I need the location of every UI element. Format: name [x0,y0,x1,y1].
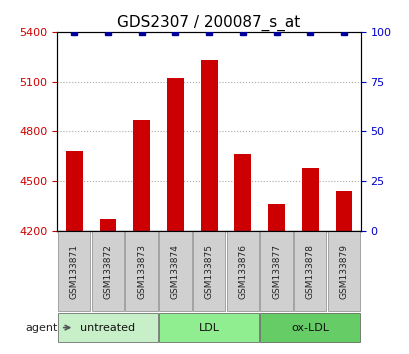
FancyBboxPatch shape [293,231,326,311]
Bar [200,60,217,230]
FancyBboxPatch shape [260,231,292,311]
Text: GSM133876: GSM133876 [238,244,247,299]
Title: GDS2307 / 200087_s_at: GDS2307 / 200087_s_at [117,14,300,30]
FancyBboxPatch shape [260,313,359,342]
FancyBboxPatch shape [327,231,359,311]
Bar [335,191,351,230]
Text: GSM133872: GSM133872 [103,244,112,298]
FancyBboxPatch shape [193,231,225,311]
Text: GSM133877: GSM133877 [271,244,280,299]
Bar [66,151,83,230]
FancyBboxPatch shape [159,231,191,311]
Text: untreated: untreated [80,322,135,332]
Text: agent: agent [26,322,70,332]
Text: LDL: LDL [198,322,219,332]
FancyBboxPatch shape [58,313,157,342]
FancyBboxPatch shape [125,231,157,311]
Text: GSM133874: GSM133874 [171,244,180,298]
Bar [301,167,318,230]
Bar [133,120,150,230]
FancyBboxPatch shape [58,231,90,311]
Bar [267,204,284,230]
Text: GSM133875: GSM133875 [204,244,213,299]
Bar [234,154,251,230]
Text: GSM133878: GSM133878 [305,244,314,299]
Text: GSM133873: GSM133873 [137,244,146,299]
Text: ox-LDL: ox-LDL [290,322,328,332]
Bar [166,78,183,230]
FancyBboxPatch shape [159,313,258,342]
Bar [99,219,116,230]
Text: GSM133871: GSM133871 [70,244,79,299]
Text: GSM133879: GSM133879 [339,244,348,299]
FancyBboxPatch shape [92,231,124,311]
FancyBboxPatch shape [226,231,258,311]
